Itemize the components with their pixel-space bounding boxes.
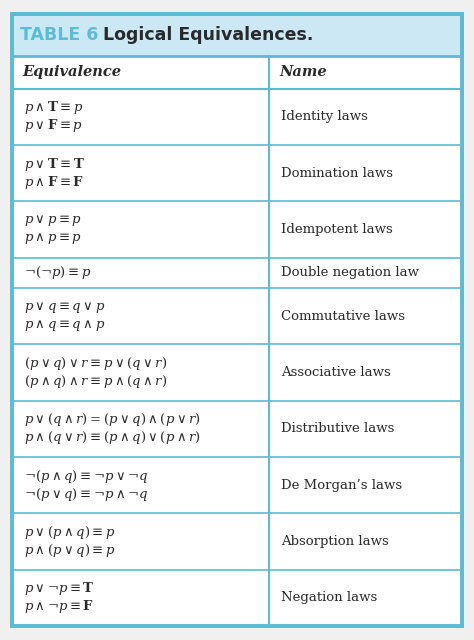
Text: $(p \wedge q) \wedge r \equiv p \wedge (q \wedge r)$: $(p \wedge q) \wedge r \equiv p \wedge (… <box>24 373 167 390</box>
Bar <box>12 258 462 288</box>
Text: $p \wedge p \equiv p$: $p \wedge p \equiv p$ <box>24 231 82 246</box>
Text: $p \wedge q \equiv q \wedge p$: $p \wedge q \equiv q \wedge p$ <box>24 317 105 333</box>
Bar <box>12 89 462 145</box>
Text: Negation laws: Negation laws <box>281 591 377 604</box>
Text: $p \wedge \mathbf{F} \equiv \mathbf{F}$: $p \wedge \mathbf{F} \equiv \mathbf{F}$ <box>24 173 84 191</box>
Text: $p \wedge \neg p \equiv \mathbf{F}$: $p \wedge \neg p \equiv \mathbf{F}$ <box>24 598 94 615</box>
Text: $p \vee (p \wedge q) \equiv p$: $p \vee (p \wedge q) \equiv p$ <box>24 524 115 541</box>
Text: $p \wedge (q \vee r) \equiv (p \wedge q) \vee (p \wedge r)$: $p \wedge (q \vee r) \equiv (p \wedge q)… <box>24 429 201 446</box>
Text: Domination laws: Domination laws <box>281 166 393 180</box>
Bar <box>12 401 462 457</box>
Text: $(p \vee q) \vee r \equiv p \vee (q \vee r)$: $(p \vee q) \vee r \equiv p \vee (q \vee… <box>24 355 167 372</box>
Text: TABLE 6: TABLE 6 <box>20 26 99 44</box>
Bar <box>12 202 462 258</box>
Bar <box>12 344 462 401</box>
Bar <box>12 513 462 570</box>
Text: $p \wedge (p \vee q) \equiv p$: $p \wedge (p \vee q) \equiv p$ <box>24 542 115 559</box>
Text: Absorption laws: Absorption laws <box>281 535 389 548</box>
Text: $p \wedge \mathbf{T} \equiv p$: $p \wedge \mathbf{T} \equiv p$ <box>24 99 83 116</box>
Text: $p \vee (q \wedge r) = (p \vee q) \wedge (p \vee r)$: $p \vee (q \wedge r) = (p \vee q) \wedge… <box>24 412 201 428</box>
Bar <box>12 570 462 626</box>
Text: $\neg(\neg p) \equiv p$: $\neg(\neg p) \equiv p$ <box>24 264 91 282</box>
Text: $p \vee \neg p \equiv \mathbf{T}$: $p \vee \neg p \equiv \mathbf{T}$ <box>24 580 94 597</box>
Bar <box>12 457 462 513</box>
Text: De Morgan’s laws: De Morgan’s laws <box>281 479 402 492</box>
Bar <box>12 56 462 626</box>
Text: Associative laws: Associative laws <box>281 366 391 379</box>
Text: Equivalence: Equivalence <box>22 65 121 79</box>
Text: $p \vee \mathbf{F} \equiv p$: $p \vee \mathbf{F} \equiv p$ <box>24 117 82 134</box>
Text: Name: Name <box>280 65 328 79</box>
Text: Double negation law: Double negation law <box>281 266 419 280</box>
Text: $\neg(p \vee q) \equiv \neg p \wedge \neg q$: $\neg(p \vee q) \equiv \neg p \wedge \ne… <box>24 486 148 502</box>
Bar <box>12 288 462 344</box>
Text: $p \vee q \equiv q \vee p$: $p \vee q \equiv q \vee p$ <box>24 300 105 315</box>
Text: $\neg(p \wedge q) \equiv \neg p \vee \neg q$: $\neg(p \wedge q) \equiv \neg p \vee \ne… <box>24 468 148 484</box>
Text: Commutative laws: Commutative laws <box>281 310 405 323</box>
Text: Logical Equivalences.: Logical Equivalences. <box>91 26 313 44</box>
Text: Idempotent laws: Idempotent laws <box>281 223 393 236</box>
Text: $p \vee p \equiv p$: $p \vee p \equiv p$ <box>24 213 82 228</box>
Text: $p \vee \mathbf{T} \equiv \mathbf{T}$: $p \vee \mathbf{T} \equiv \mathbf{T}$ <box>24 156 85 173</box>
Text: Identity laws: Identity laws <box>281 110 368 124</box>
Bar <box>12 145 462 202</box>
Text: Distributive laws: Distributive laws <box>281 422 395 435</box>
